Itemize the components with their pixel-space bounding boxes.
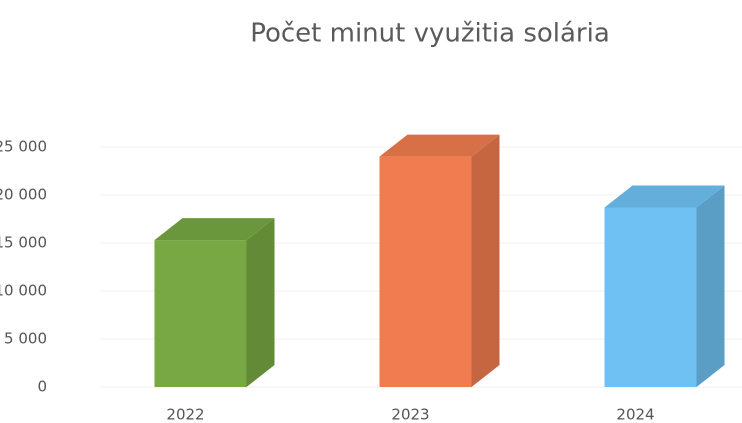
bar-top — [604, 185, 725, 208]
bar-top — [379, 134, 500, 157]
x-tick-label: 2024 — [616, 406, 654, 423]
bar-top — [154, 218, 275, 241]
bar — [379, 156, 472, 387]
y-tick-label: 5 000 — [4, 330, 47, 348]
y-tick-label: 15 000 — [0, 234, 47, 252]
bar-side — [696, 185, 725, 387]
x-tick-label: 2023 — [391, 406, 429, 423]
bar-side — [246, 218, 275, 387]
y-tick-label: 10 000 — [0, 282, 47, 300]
y-tick-label: 0 — [37, 378, 47, 396]
y-tick-label: 20 000 — [0, 186, 47, 204]
bar-side — [471, 134, 500, 387]
y-tick-label: 25 000 — [0, 138, 47, 156]
x-tick-label: 2022 — [166, 406, 204, 423]
chart-title: Počet minut využitia solária — [250, 19, 610, 49]
bar — [154, 240, 247, 387]
bar — [604, 207, 697, 387]
